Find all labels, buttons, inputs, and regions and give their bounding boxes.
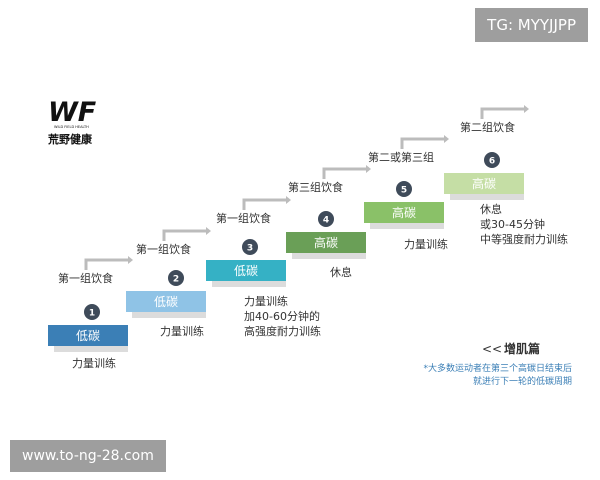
step-number: 6	[489, 157, 495, 167]
step-block-shadow	[370, 223, 444, 229]
step-block-label: 低碳	[154, 295, 178, 309]
step-block-4	[286, 232, 366, 253]
step-meal-label: 第二或第三组	[368, 150, 434, 164]
step-number-badge	[396, 181, 412, 197]
step-meal-label: 第一组饮食	[136, 242, 191, 256]
curved-arrow-icon	[84, 258, 128, 270]
step-number: 3	[247, 244, 253, 254]
curved-arrow-icon	[322, 167, 366, 179]
brand-name: 荒野健康	[47, 132, 93, 146]
brand-logo: WF WILD FIELD HEALTH 荒野健康	[47, 97, 97, 146]
footnote: *大多数运动者在第三个高碳日结束后 就进行下一轮的低碳周期	[423, 362, 572, 387]
step-activity-note: 力量训练	[72, 356, 116, 370]
step-block-1	[48, 325, 128, 346]
arrow-head-icon	[366, 165, 371, 173]
arrow-head-icon	[206, 227, 211, 235]
footnote-line-2: 就进行下一轮的低碳周期	[473, 375, 572, 387]
step-number-badge	[318, 211, 334, 227]
step-activity-note: 中等强度耐力训练	[480, 232, 568, 246]
step-number-badge	[168, 270, 184, 286]
step-number: 2	[173, 275, 179, 285]
step-activity-note: 力量训练	[404, 237, 448, 251]
step-number: 5	[401, 186, 407, 196]
step-block-label: 低碳	[76, 329, 100, 343]
step-activity-note: 力量训练	[244, 294, 288, 308]
step-meal-label: 第一组饮食	[216, 211, 271, 225]
logo-mark-icon: WF WILD FIELD HEALTH	[48, 97, 97, 129]
step-activity-note: 高强度耐力训练	[244, 324, 321, 338]
site-watermark: www.to-ng-28.com	[10, 440, 166, 472]
step-block-shadow	[132, 312, 206, 318]
step-activity-note: 力量训练	[160, 324, 204, 338]
curved-arrow-icon	[162, 229, 206, 241]
tg-watermark: TG: MYYJJPP	[475, 8, 588, 42]
curved-arrow-icon	[242, 198, 286, 210]
step-number-badge	[242, 239, 258, 255]
step-block-shadow	[54, 346, 128, 352]
step-block-shadow	[292, 253, 366, 259]
step-block-6	[444, 173, 524, 194]
logo-mark-text: WF	[48, 97, 97, 128]
logo-subtext: WILD FIELD HEALTH	[54, 125, 89, 129]
step-block-label: 高碳	[314, 235, 338, 250]
cycle-label: 增肌篇	[504, 341, 540, 356]
arrow-head-icon	[444, 135, 449, 143]
footnote-line-1: *大多数运动者在第三个高碳日结束后	[423, 362, 572, 374]
step-meal-label: 第一组饮食	[58, 271, 113, 285]
step-block-3	[206, 260, 286, 281]
arrow-head-icon	[286, 196, 291, 204]
step-activity-note: 或30-45分钟	[480, 217, 545, 231]
arrow-head-icon	[524, 105, 529, 113]
step-number-badge	[484, 152, 500, 168]
step-activity-note: 休息	[330, 265, 352, 279]
step-block-label: 低碳	[234, 264, 258, 278]
cycle-label-group: << 增肌篇	[482, 341, 540, 356]
step-number-badge	[84, 304, 100, 320]
double-chevron-left-icon: <<	[482, 342, 502, 356]
step-block-shadow	[212, 281, 286, 287]
arrow-head-icon	[128, 256, 133, 264]
step-number: 4	[323, 216, 329, 226]
step-block-label: 高碳	[392, 205, 416, 220]
step-block-shadow	[450, 194, 524, 200]
step-block-label: 高碳	[472, 176, 496, 191]
step-activity-note: 加40-60分钟的	[244, 309, 320, 323]
step-block-5	[364, 202, 444, 223]
step-number: 1	[89, 309, 95, 319]
steps-layer: 低碳1第一组饮食力量训练低碳2第一组饮食力量训练低碳3第一组饮食力量训练加40-…	[48, 105, 568, 370]
curved-arrow-icon	[480, 107, 524, 119]
step-activity-note: 休息	[480, 202, 502, 216]
step-meal-label: 第二组饮食	[460, 120, 515, 134]
step-meal-label: 第三组饮食	[288, 180, 343, 194]
curved-arrow-icon	[400, 137, 444, 149]
step-block-2	[126, 291, 206, 312]
